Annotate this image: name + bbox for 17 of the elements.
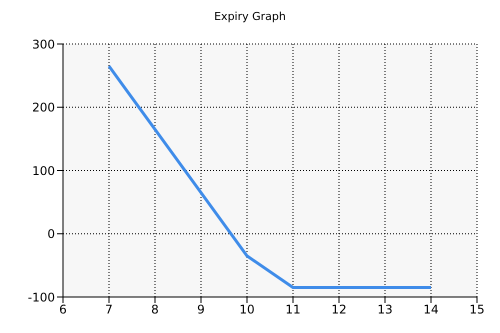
x-tick-label: 13: [377, 302, 393, 317]
x-tick-label: 6: [59, 302, 67, 317]
x-tick-label: 9: [197, 302, 205, 317]
x-tick-label: 7: [105, 302, 113, 317]
x-tick-label: 15: [469, 302, 485, 317]
x-tick-label: 10: [239, 302, 255, 317]
chart-title: Expiry Graph: [213, 10, 287, 23]
y-tick-label: 100: [32, 164, 55, 178]
y-tick-label: 200: [32, 100, 55, 115]
line-series: [108, 64, 432, 290]
y-tick-label: 300: [32, 37, 55, 52]
x-tick-label: 8: [151, 302, 159, 317]
y-tick-label: -100: [28, 290, 55, 304]
x-tick-label: 14: [423, 302, 439, 317]
x-tick-label: 11: [285, 302, 301, 317]
x-tick-label: 12: [331, 302, 347, 317]
y-tick-label: 0: [47, 227, 55, 242]
